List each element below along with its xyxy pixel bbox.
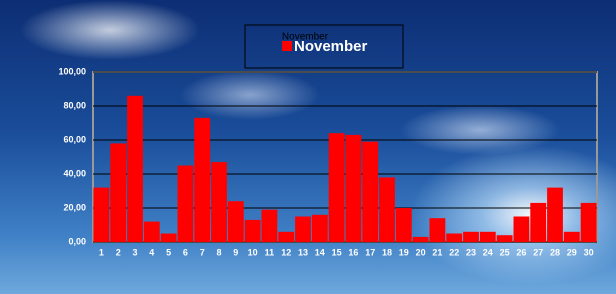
bar: [497, 235, 513, 242]
screen: November November 0,0020,0040,0060,0080,…: [0, 0, 616, 294]
bar: [329, 133, 345, 242]
x-tick-label: 14: [315, 247, 325, 257]
x-tick-label: 10: [248, 247, 258, 257]
x-tick-label: 13: [298, 247, 308, 257]
bar: [312, 215, 328, 242]
bar: [396, 208, 412, 242]
y-tick-label: 60,00: [63, 134, 86, 144]
x-tick-label: 3: [132, 247, 137, 257]
bar: [379, 177, 395, 242]
bar: [463, 232, 479, 242]
bar: [581, 203, 597, 242]
x-tick-label: 28: [550, 247, 560, 257]
bar: [144, 222, 160, 242]
y-tick-label: 80,00: [63, 100, 86, 110]
bar: [194, 118, 210, 242]
x-tick-label: 23: [466, 247, 476, 257]
x-tick-label: 6: [183, 247, 188, 257]
x-tick-label: 24: [483, 247, 493, 257]
y-tick-label: 0,00: [68, 236, 86, 246]
x-tick-label: 19: [399, 247, 409, 257]
bar: [295, 217, 311, 243]
x-tick-label: 8: [216, 247, 221, 257]
x-tick-label: 2: [116, 247, 121, 257]
bar: [514, 217, 530, 243]
x-tick-label: 27: [533, 247, 543, 257]
bar: [211, 162, 227, 242]
x-tick-label: 15: [332, 247, 342, 257]
x-tick-label: 29: [567, 247, 577, 257]
x-tick-label: 5: [166, 247, 171, 257]
x-tick-label: 7: [200, 247, 205, 257]
chart: November November 0,0020,0040,0060,0080,…: [0, 0, 616, 294]
x-tick-label: 16: [348, 247, 358, 257]
bar: [161, 234, 177, 243]
x-tick-label: 4: [149, 247, 154, 257]
bar: [530, 203, 546, 242]
bar: [245, 220, 261, 242]
bar: [346, 135, 362, 242]
bar: [110, 143, 126, 242]
bar: [446, 234, 462, 243]
bar: [94, 188, 110, 242]
bar: [127, 96, 143, 242]
bar: [413, 237, 429, 242]
bar: [430, 218, 446, 242]
y-tick-label: 100,00: [58, 66, 86, 76]
bar: [362, 142, 378, 242]
bar: [547, 188, 563, 242]
bar: [228, 201, 244, 242]
bar: [480, 232, 496, 242]
bar: [262, 210, 278, 242]
x-tick-label: 30: [584, 247, 594, 257]
x-tick-label: 1: [99, 247, 104, 257]
legend-label: November: [294, 38, 368, 55]
x-tick-label: 20: [416, 247, 426, 257]
bar: [278, 232, 294, 242]
x-tick-label: 22: [449, 247, 459, 257]
x-tick-label: 12: [281, 247, 291, 257]
x-tick-label: 21: [432, 247, 442, 257]
x-tick-label: 17: [365, 247, 375, 257]
y-tick-label: 40,00: [63, 168, 86, 178]
y-tick-label: 20,00: [63, 202, 86, 212]
x-tick-label: 11: [265, 247, 275, 257]
bar: [564, 232, 580, 242]
x-tick-label: 9: [233, 247, 238, 257]
x-tick-label: 18: [382, 247, 392, 257]
legend-swatch: [282, 41, 292, 51]
x-tick-label: 26: [516, 247, 526, 257]
x-tick-label: 25: [500, 247, 510, 257]
bar: [178, 166, 194, 243]
